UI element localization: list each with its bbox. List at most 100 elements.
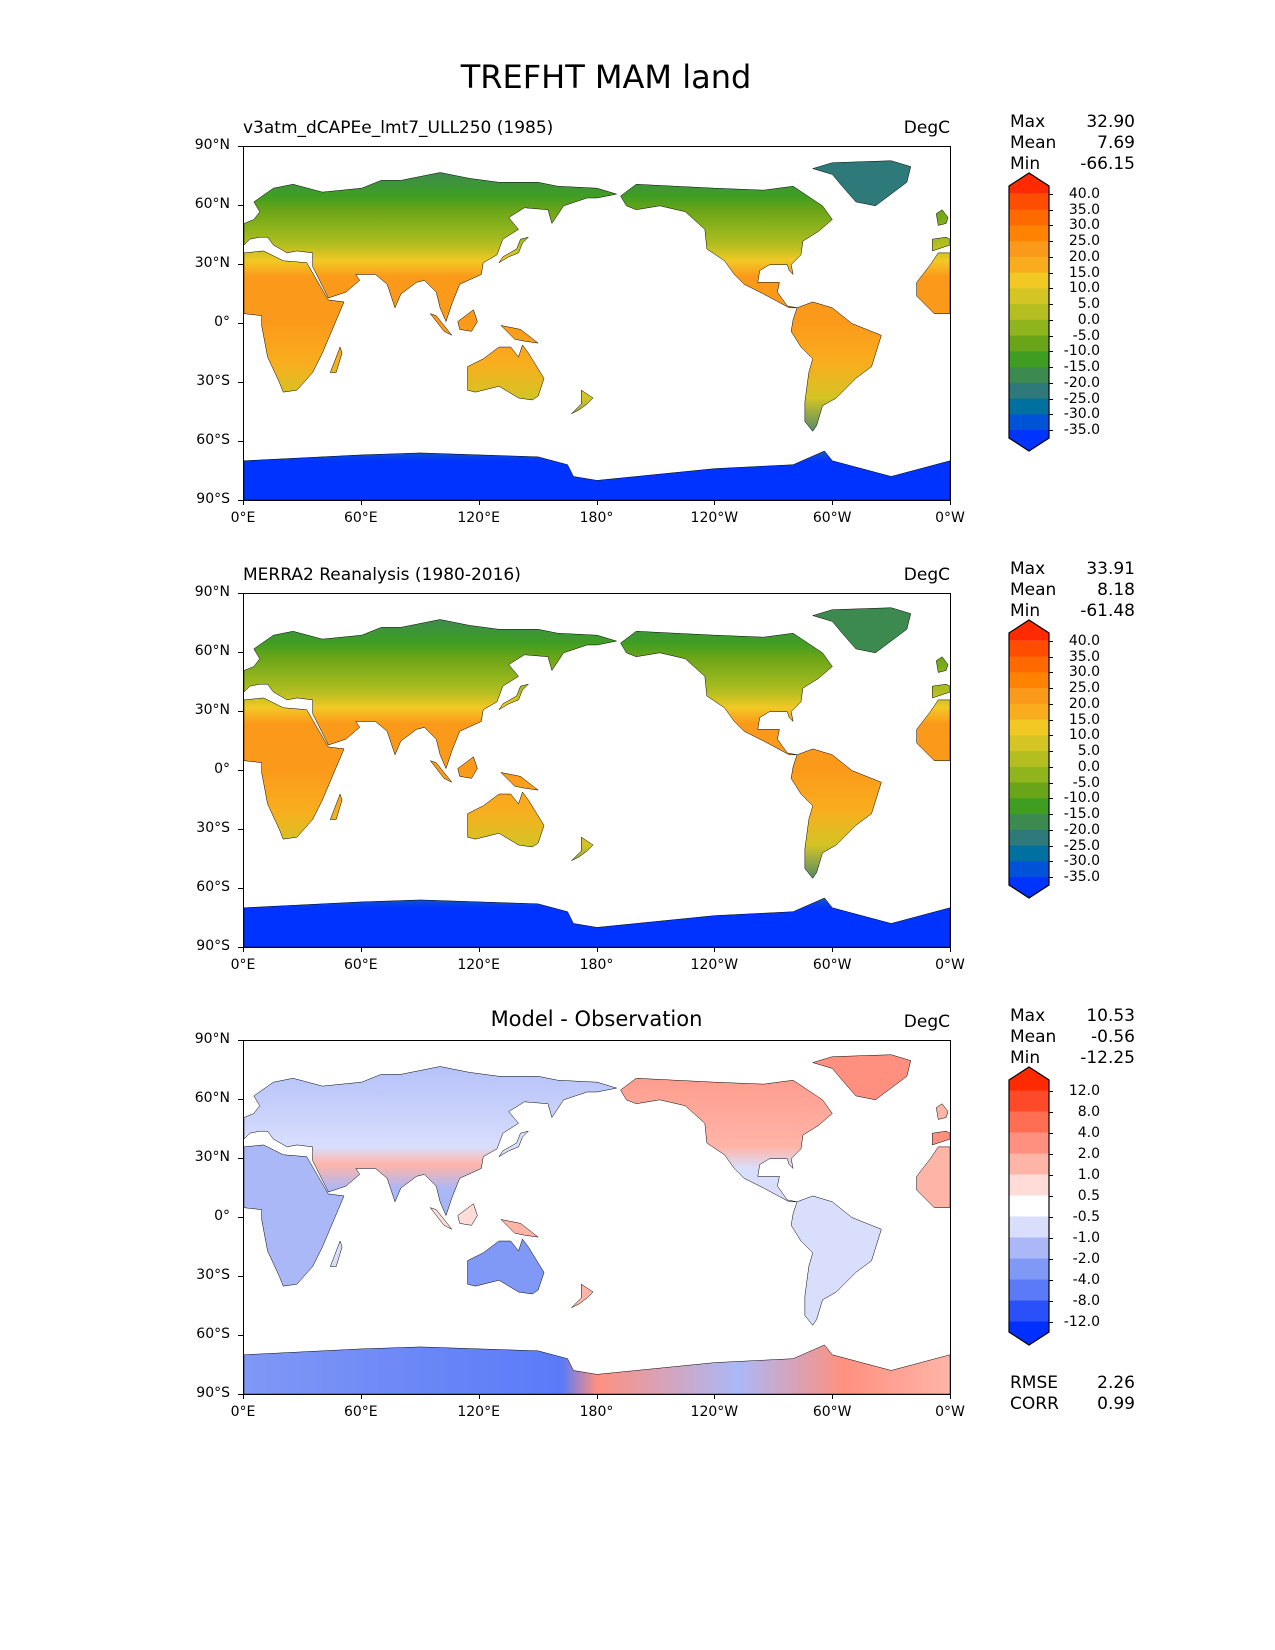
colorbar-tick-label: 5.0 xyxy=(1077,296,1100,313)
colorbar-segment xyxy=(1009,1090,1049,1112)
panel-3-rmse: RMSE 2.26 xyxy=(1010,1373,1135,1393)
land-nz xyxy=(571,389,594,414)
land-uk xyxy=(936,1103,949,1120)
ytick-label: 90°N xyxy=(194,584,230,600)
xtick-label: 0°E xyxy=(230,957,256,973)
ytick-label: 0° xyxy=(214,1208,230,1224)
xtick-mark xyxy=(360,500,362,505)
colorbar-tick-mark xyxy=(1049,640,1053,642)
xtick-mark xyxy=(832,500,834,505)
land-nz xyxy=(571,836,594,861)
xtick-label: 60°E xyxy=(343,510,378,526)
colorbar-tick-mark xyxy=(1049,1258,1053,1260)
colorbar-segment xyxy=(1009,845,1049,862)
land-newguinea xyxy=(500,325,540,344)
panel-3-min: Min -12.25 xyxy=(1010,1048,1135,1068)
colorbar-segment xyxy=(1009,798,1049,815)
land-antarctica xyxy=(244,450,950,500)
xtick-label: 120°W xyxy=(690,957,739,973)
xtick-mark xyxy=(243,947,244,952)
xtick-label: 0°W xyxy=(935,1404,965,1420)
colorbar-segment xyxy=(1009,1153,1049,1175)
colorbar-segment xyxy=(1009,672,1049,689)
ytick-label: 30°N xyxy=(194,255,230,271)
colorbar-segment xyxy=(1009,367,1049,384)
colorbar-segment xyxy=(1009,1132,1049,1154)
ytick-label: 60°N xyxy=(194,643,230,659)
colorbar-tick-mark xyxy=(1049,1300,1053,1302)
ytick-mark xyxy=(238,205,243,206)
land-greenland xyxy=(811,1054,912,1101)
colorbar-tick-label: 30.0 xyxy=(1068,664,1100,681)
ytick-mark xyxy=(238,146,243,147)
colorbar-1 xyxy=(1008,172,1050,452)
land-samerica xyxy=(790,301,882,432)
xtick-label: 180° xyxy=(579,1404,614,1420)
colorbar-extend-min xyxy=(1009,1321,1049,1345)
colorbar-segment xyxy=(1009,335,1049,352)
colorbar-tick-mark xyxy=(1049,798,1053,800)
colorbar-extend-min xyxy=(1009,877,1049,898)
colorbar-segment xyxy=(1009,829,1049,847)
land-sumatra xyxy=(429,313,453,336)
land-eurasia xyxy=(244,619,617,770)
land-samerica xyxy=(790,1195,882,1326)
ytick-label: 90°S xyxy=(196,938,230,954)
colorbar-tick-label: 5.0 xyxy=(1077,743,1100,760)
colorbar-tick-label: -30.0 xyxy=(1063,406,1100,423)
panel-3-mean: Mean -0.56 xyxy=(1010,1027,1135,1047)
ytick-mark xyxy=(238,1394,243,1395)
colorbar-tick-label: 35.0 xyxy=(1068,201,1100,218)
land-uk xyxy=(936,656,949,673)
land-africaW xyxy=(916,699,950,761)
ytick-mark xyxy=(238,947,243,948)
panel-2-min: Min -61.48 xyxy=(1010,601,1135,621)
ytick-mark xyxy=(238,1158,243,1159)
colorbar-segment xyxy=(1009,688,1049,705)
land-nz xyxy=(571,1283,594,1308)
ytick-mark xyxy=(238,1099,243,1100)
colorbar-tick-label: -8.0 xyxy=(1072,1292,1100,1309)
colorbar-tick-label: -10.0 xyxy=(1063,790,1100,807)
colorbar-tick-mark xyxy=(1049,1279,1053,1281)
land-borneo xyxy=(457,756,478,779)
colorbar-tick-mark xyxy=(1049,367,1053,369)
colorbar-tick-label: 10.0 xyxy=(1068,727,1100,744)
colorbar-tick-mark xyxy=(1049,319,1053,321)
land-iberia xyxy=(932,1130,950,1146)
colorbar-tick-mark xyxy=(1049,1195,1053,1197)
ytick-mark xyxy=(238,441,243,442)
colorbar-segment xyxy=(1009,1216,1049,1238)
land-australia xyxy=(467,791,545,848)
xtick-label: 0°E xyxy=(230,510,256,526)
map-panel-3 xyxy=(243,1040,951,1395)
panel-2-title: MERRA2 Reanalysis (1980-2016) xyxy=(243,565,521,585)
colorbar-tick-mark xyxy=(1049,1090,1053,1092)
colorbar-tick-label: -1.0 xyxy=(1072,1229,1100,1246)
colorbar-segment xyxy=(1009,382,1049,400)
colorbar-tick-mark xyxy=(1049,829,1053,831)
colorbar-segment xyxy=(1009,414,1049,431)
panel-1-mean: Mean 7.69 xyxy=(1010,133,1135,153)
panel-2-units: DegC xyxy=(903,565,950,585)
ytick-mark xyxy=(238,1217,243,1218)
ytick-label: 0° xyxy=(214,761,230,777)
colorbar-tick-mark xyxy=(1049,1174,1053,1176)
xtick-label: 60°E xyxy=(343,1404,378,1420)
land-eurasia xyxy=(244,172,617,323)
colorbar-segment xyxy=(1009,1258,1049,1280)
ytick-mark xyxy=(238,1276,243,1277)
colorbar-tick-label: 30.0 xyxy=(1068,217,1100,234)
colorbar-tick-mark xyxy=(1049,845,1053,847)
panel-1-max: Max 32.90 xyxy=(1010,112,1135,132)
xtick-mark xyxy=(950,947,951,952)
land-africaW xyxy=(916,1146,950,1208)
ytick-mark xyxy=(238,593,243,594)
colorbar-tick-mark xyxy=(1049,1153,1053,1155)
colorbar-tick-label: 12.0 xyxy=(1068,1082,1100,1099)
xtick-label: 120°W xyxy=(690,510,739,526)
colorbar-tick-mark xyxy=(1049,430,1053,432)
ytick-mark xyxy=(238,264,243,265)
colorbar-tick-label: 20.0 xyxy=(1068,695,1100,712)
